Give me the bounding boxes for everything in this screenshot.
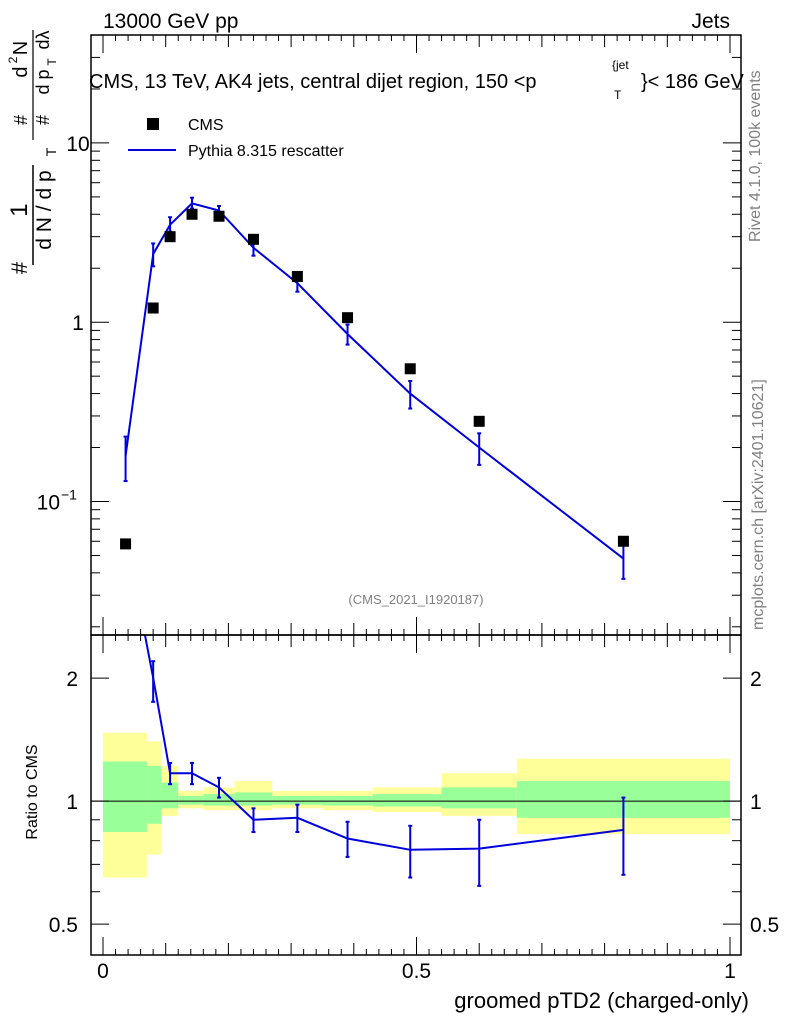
legend: CMS Pythia 8.315 rescatter bbox=[128, 117, 344, 160]
analysis-id-label: (CMS_2021_I1920187) bbox=[348, 592, 483, 607]
x-axis-label: groomed pTD2 (charged-only) bbox=[454, 988, 749, 1013]
ylabel-denominator: d N / d p bbox=[33, 170, 56, 249]
ylabel-one: 1 bbox=[6, 203, 33, 216]
ylabel-hash-left: # bbox=[7, 261, 32, 274]
title-suffix: }< 186 GeV bbox=[641, 71, 745, 93]
ylabel-num-dl: dλ bbox=[33, 30, 53, 49]
title-main: CMS, 13 TeV, AK4 jets, central dijet reg… bbox=[89, 71, 537, 93]
band-green bbox=[272, 795, 323, 805]
band-green bbox=[178, 795, 204, 805]
x-tick-label: 0.5 bbox=[402, 960, 431, 983]
ylabel-num-d: d bbox=[10, 66, 32, 77]
cms-data-point bbox=[247, 233, 259, 245]
ylabel-num-T: T bbox=[45, 58, 59, 66]
ratio-uncertainty-bands bbox=[91, 732, 741, 878]
ylabel-denominator-sub: T bbox=[43, 147, 59, 156]
main-data-layer bbox=[120, 196, 629, 580]
cms-data-point bbox=[291, 270, 303, 282]
legend-pythia-label: Pythia 8.315 rescatter bbox=[188, 143, 344, 160]
ratio-y-tick-label-right: 1 bbox=[750, 791, 762, 814]
ylabel-num-N: N bbox=[10, 41, 32, 55]
ratio-data-layer bbox=[143, 635, 626, 887]
cms-data-point bbox=[120, 538, 132, 550]
cms-data-point bbox=[147, 302, 159, 314]
cms-data-point bbox=[213, 210, 225, 222]
band-green bbox=[234, 792, 273, 806]
main-y-tick-label: 10 bbox=[37, 491, 60, 514]
energy-label: 13000 GeV pp bbox=[103, 10, 238, 33]
main-plot-area bbox=[120, 196, 629, 580]
ylabel-num-hash2: # bbox=[33, 115, 53, 125]
ylabel-num-hash: # bbox=[11, 115, 31, 125]
mcplots-label: mcplots.cern.ch [arXiv:2401.10621] bbox=[750, 379, 767, 630]
x-tick-label: 1 bbox=[724, 960, 736, 983]
rivet-version-label: Rivet 4.1.0, 100k events bbox=[747, 70, 764, 242]
cms-data-point bbox=[617, 535, 629, 547]
ratio-y-tick-label-right: 0.5 bbox=[750, 914, 779, 937]
cms-data-point bbox=[186, 208, 198, 220]
ylabel-num-sup: 2 bbox=[6, 56, 20, 63]
pythia-line bbox=[124, 202, 625, 560]
ratio-y-tick-label: 0.5 bbox=[49, 914, 78, 937]
ratio-y-tick-label-right: 2 bbox=[750, 668, 762, 691]
band-green bbox=[103, 761, 147, 833]
category-label: Jets bbox=[691, 10, 730, 33]
main-y-tick-label: 1 bbox=[72, 312, 84, 335]
band-green bbox=[372, 794, 442, 807]
band-green bbox=[441, 787, 517, 809]
main-y-axis-label: # 1 d N / d p T # d 2 N # d p T dλ bbox=[6, 30, 59, 274]
main-y-tick-label-exponent: −1 bbox=[61, 486, 77, 502]
x-tick-label: 0 bbox=[97, 960, 109, 983]
plot-title: CMS, 13 TeV, AK4 jets, central dijet reg… bbox=[89, 58, 745, 102]
cms-data-point bbox=[404, 363, 416, 375]
legend-cms-label: CMS bbox=[188, 117, 224, 134]
cms-data-point bbox=[342, 312, 354, 324]
ratio-y-axis-label: Ratio to CMS bbox=[24, 744, 41, 839]
ratio-y-tick-label: 1 bbox=[66, 791, 78, 814]
band-green bbox=[203, 794, 235, 806]
band-green bbox=[161, 782, 179, 809]
title-sup: {jet bbox=[612, 58, 629, 72]
band-green bbox=[146, 765, 162, 824]
ylabel-num-dp: d p bbox=[33, 69, 53, 94]
cms-data-point bbox=[164, 231, 176, 243]
cms-data-point bbox=[473, 415, 485, 427]
title-sub: T bbox=[614, 88, 622, 102]
legend-cms-marker bbox=[147, 118, 159, 130]
main-y-tick-label: 10 bbox=[66, 133, 89, 156]
ratio-y-tick-label: 2 bbox=[66, 668, 78, 691]
